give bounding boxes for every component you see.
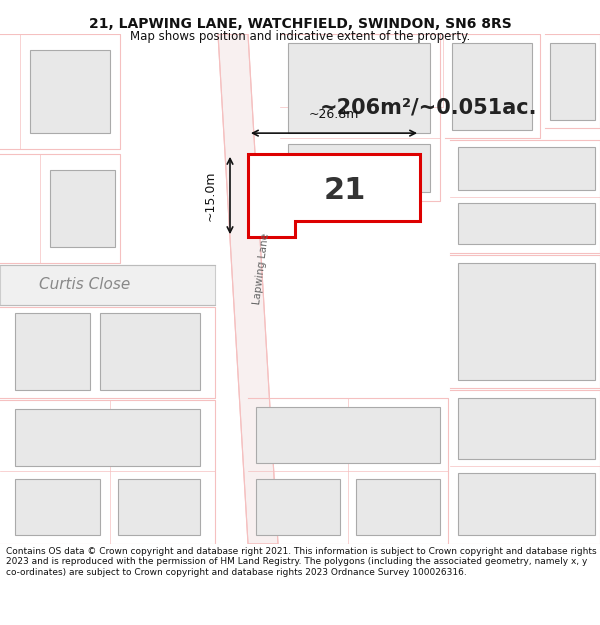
Polygon shape: [30, 50, 110, 133]
Polygon shape: [118, 479, 200, 536]
Text: 21: 21: [324, 176, 366, 205]
Text: Lapwing Lane: Lapwing Lane: [251, 232, 271, 304]
Polygon shape: [50, 169, 115, 248]
Polygon shape: [458, 398, 595, 459]
Polygon shape: [288, 144, 430, 192]
Polygon shape: [256, 406, 440, 462]
Text: 21, LAPWING LANE, WATCHFIELD, SWINDON, SN6 8RS: 21, LAPWING LANE, WATCHFIELD, SWINDON, S…: [89, 18, 511, 31]
Polygon shape: [458, 473, 595, 536]
Polygon shape: [452, 42, 532, 130]
Polygon shape: [356, 479, 440, 536]
Polygon shape: [458, 202, 595, 244]
Polygon shape: [458, 147, 595, 190]
Text: ~206m²/~0.051ac.: ~206m²/~0.051ac.: [320, 97, 538, 117]
Text: ~15.0m: ~15.0m: [203, 170, 217, 221]
Polygon shape: [100, 313, 200, 390]
Polygon shape: [458, 263, 595, 379]
Polygon shape: [248, 154, 420, 237]
Text: Map shows position and indicative extent of the property.: Map shows position and indicative extent…: [130, 30, 470, 43]
Polygon shape: [256, 479, 340, 536]
Text: Contains OS data © Crown copyright and database right 2021. This information is : Contains OS data © Crown copyright and d…: [6, 547, 596, 577]
Polygon shape: [0, 265, 215, 304]
Polygon shape: [15, 313, 90, 390]
Polygon shape: [15, 479, 100, 536]
Text: ~26.8m: ~26.8m: [309, 108, 359, 121]
Polygon shape: [288, 42, 430, 133]
Polygon shape: [550, 42, 595, 119]
Text: Curtis Close: Curtis Close: [40, 278, 131, 292]
Polygon shape: [218, 34, 278, 544]
Polygon shape: [15, 409, 200, 466]
